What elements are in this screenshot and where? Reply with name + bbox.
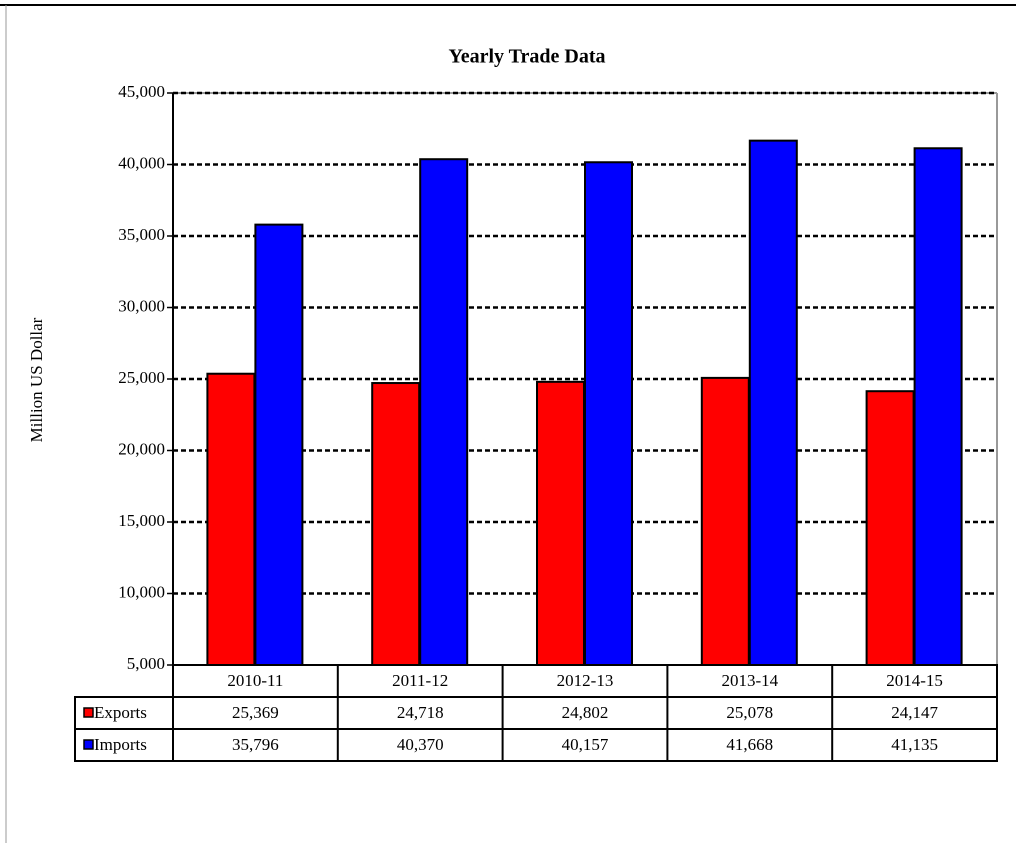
bar (700, 376, 750, 666)
bar (536, 380, 585, 666)
legend-label: Imports (94, 735, 147, 754)
chart-title: Yearly Trade Data (448, 46, 605, 68)
table-value: 41,135 (891, 735, 938, 754)
y-tick-label: 5,000 (127, 654, 165, 673)
y-tick-label: 45,000 (118, 82, 165, 101)
y-tick-label: 15,000 (118, 511, 165, 530)
table-value: 25,078 (726, 703, 773, 722)
table-value: 25,369 (232, 703, 279, 722)
y-axis-label: Million US Dollar (27, 317, 46, 442)
bar (371, 382, 421, 666)
x-tick-label: 2010-11 (227, 671, 283, 690)
table-value: 24,718 (397, 703, 444, 722)
bar (419, 158, 469, 666)
table-value: 24,802 (562, 703, 609, 722)
y-tick-label: 20,000 (118, 439, 165, 458)
bar (584, 161, 633, 666)
y-tick-label: 25,000 (118, 368, 165, 387)
table-value: 40,370 (397, 735, 444, 754)
y-tick-label: 30,000 (118, 296, 165, 315)
bar (206, 372, 256, 666)
bar (865, 390, 915, 666)
y-tick-label: 35,000 (118, 225, 165, 244)
bar (748, 139, 798, 667)
legend-key (83, 739, 94, 750)
x-tick-label: 2012-13 (557, 671, 614, 690)
table-value: 35,796 (232, 735, 279, 754)
x-tick-label: 2011-12 (392, 671, 448, 690)
bar (254, 223, 304, 667)
legend-key (83, 707, 94, 718)
table-value: 40,157 (562, 735, 609, 754)
bar (913, 147, 963, 667)
legend-label: Exports (94, 703, 147, 722)
x-tick-label: 2014-15 (886, 671, 943, 690)
y-tick-label: 10,000 (118, 582, 165, 601)
x-tick-label: 2013-14 (721, 671, 778, 690)
y-tick-label: 40,000 (118, 153, 165, 172)
table-value: 24,147 (891, 703, 938, 722)
table-value: 41,668 (726, 735, 773, 754)
